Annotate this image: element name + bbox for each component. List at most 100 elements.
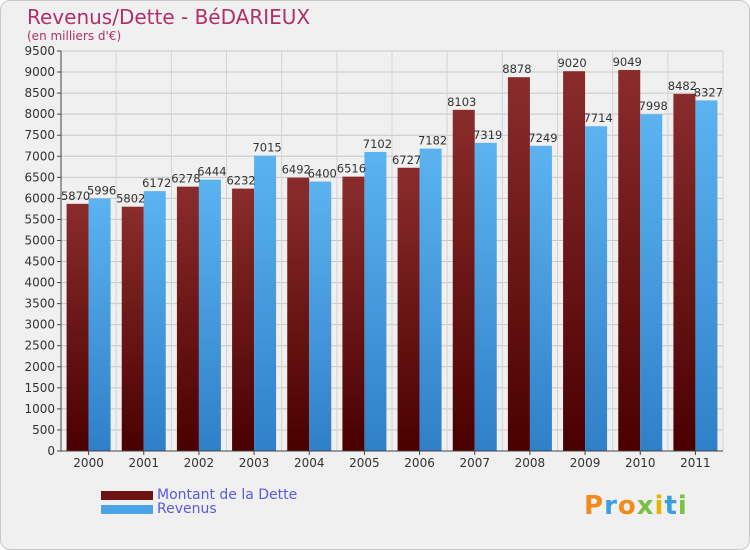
chart-subtitle: (en milliers d'€): [27, 29, 122, 43]
x-tick-label: 2004: [294, 456, 325, 470]
data-label-dette: 5870: [61, 189, 90, 203]
logo-letter: r: [604, 491, 618, 521]
x-tick-label: 2009: [570, 456, 601, 470]
bar-dette: [287, 177, 310, 451]
data-label-dette: 6278: [171, 172, 200, 186]
y-tick-label: 9000: [24, 65, 55, 79]
y-tick-label: 2000: [24, 360, 55, 374]
x-tick-label: 2006: [404, 456, 435, 470]
x-tick-label: 2002: [184, 456, 215, 470]
y-tick-label: 8500: [24, 86, 55, 100]
y-tick-label: 8000: [24, 107, 55, 121]
data-label-dette: 6232: [226, 174, 255, 188]
axes: 0 500 1000 1500 2000 2500 3000 3500 4000 4500 5000…: [24, 44, 723, 470]
bar-revenus: [640, 114, 663, 452]
data-label-dette: 5802: [116, 192, 145, 206]
data-label-revenus: 7249: [528, 131, 557, 145]
data-label-revenus: 7714: [583, 111, 612, 125]
x-tick-label: 2008: [515, 456, 546, 470]
bar-dette: [507, 77, 530, 451]
y-tick-label: 6500: [24, 170, 55, 184]
y-tick-label: 9500: [24, 44, 55, 58]
y-tick-label: 7500: [24, 128, 55, 142]
x-tick-label: 2011: [680, 456, 711, 470]
bar-dette: [121, 206, 144, 451]
bar-revenus: [198, 179, 221, 451]
y-tick-label: 1500: [24, 381, 55, 395]
y-tick-label: 5000: [24, 233, 55, 247]
bar-dette: [397, 167, 420, 452]
x-tick-label: 2000: [73, 456, 104, 470]
bars: [66, 69, 718, 452]
y-tick-label: 3500: [24, 297, 55, 311]
legend-label-dette: Montant de la Dette: [157, 487, 298, 503]
x-tick-label: 2010: [625, 456, 656, 470]
bar-dette: [232, 188, 255, 451]
y-tick-label: 7000: [24, 149, 55, 163]
y-tick-label: 4000: [24, 276, 55, 290]
data-label-revenus: 7102: [363, 137, 392, 151]
data-label-dette: 6492: [282, 163, 311, 177]
data-label-revenus: 8327: [694, 85, 723, 99]
logo-letter: i: [677, 491, 688, 521]
bar-revenus: [474, 142, 497, 451]
legend-item-dette: Montant de la Dette: [101, 487, 297, 503]
bar-revenus: [254, 155, 277, 451]
bar-revenus: [309, 181, 332, 452]
proxiti-logo: Proxiti: [584, 491, 688, 521]
data-label-dette: 9020: [557, 56, 586, 70]
data-label-revenus: 6172: [142, 176, 171, 190]
x-tick-label: 2003: [239, 456, 270, 470]
data-label-revenus: 7182: [418, 134, 447, 148]
legend-swatch-revenus: [101, 504, 153, 514]
y-tick-label: 0: [47, 444, 55, 458]
data-label-revenus: 6444: [197, 165, 226, 179]
data-label-revenus: 6400: [308, 167, 337, 181]
bar-dette: [176, 186, 199, 452]
data-label-dette: 9049: [613, 55, 642, 69]
data-label-dette: 8482: [668, 79, 697, 93]
logo-letter: t: [664, 491, 678, 521]
bar-revenus: [88, 198, 111, 451]
bar-dette: [342, 176, 365, 452]
chart-title: Revenus/Dette - BéDARIEUX: [27, 5, 311, 29]
y-tick-label: 2500: [24, 339, 55, 353]
bar-revenus: [143, 191, 166, 451]
grid-lines: [60, 50, 724, 452]
data-label-revenus: 7319: [473, 128, 502, 142]
y-tick-label: 6000: [24, 191, 55, 205]
data-label-revenus: 7015: [252, 141, 281, 155]
x-tick-label: 2005: [349, 456, 380, 470]
legend-item-revenus: Revenus: [101, 501, 217, 517]
logo-letter: P: [584, 491, 605, 521]
bar-dette: [452, 109, 475, 452]
bar-revenus: [585, 126, 608, 451]
y-tick-label: 1000: [24, 402, 55, 416]
bar-dette: [563, 71, 586, 452]
bar-revenus: [695, 100, 718, 452]
bar-revenus: [419, 148, 442, 451]
bar-dette: [66, 203, 89, 451]
x-tick-label: 2007: [459, 456, 490, 470]
y-tick-label: 4500: [24, 255, 55, 269]
data-label-dette: 6516: [337, 162, 366, 176]
y-tick-label: 5500: [24, 212, 55, 226]
x-tick-label: 2001: [128, 456, 159, 470]
logo-letter: o: [617, 491, 637, 521]
bar-dette: [618, 69, 641, 451]
data-label-dette: 8878: [502, 62, 531, 76]
data-label-revenus: 5996: [87, 184, 116, 198]
y-tick-label: 500: [32, 423, 55, 437]
legend-swatch-dette: [101, 490, 153, 500]
logo-letter: x: [636, 491, 655, 521]
data-label-revenus: 7998: [639, 99, 668, 113]
bar-revenus: [364, 151, 387, 451]
legend-label-revenus: Revenus: [157, 501, 217, 517]
y-tick-label: 3000: [24, 318, 55, 332]
data-label-dette: 6727: [392, 153, 421, 167]
bar-revenus: [529, 145, 552, 452]
bar-dette: [673, 93, 696, 451]
